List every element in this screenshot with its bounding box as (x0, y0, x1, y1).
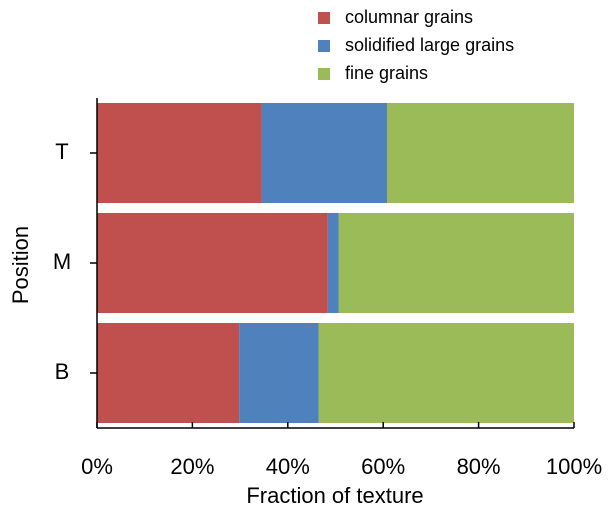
bar-segment (318, 323, 574, 423)
y-tick-label: B (55, 359, 70, 384)
bar-segment (97, 213, 328, 313)
bar-segment (387, 103, 574, 203)
x-tick-label: 20% (170, 454, 214, 479)
x-axis-title: Fraction of texture (246, 483, 423, 508)
bar-segment (239, 323, 319, 423)
bar-segment (338, 213, 574, 313)
y-tick-label: T (55, 139, 68, 164)
legend-swatch (318, 40, 330, 52)
bar-segment (97, 323, 240, 423)
legend-swatch (318, 68, 330, 80)
legend-swatch (318, 12, 330, 24)
x-tick-label: 80% (457, 454, 501, 479)
bar-segment (97, 103, 262, 203)
x-tick-label: 100% (546, 454, 602, 479)
bar-segment (327, 213, 339, 313)
legend-label: solidified large grains (345, 35, 514, 55)
bar-segment (261, 103, 388, 203)
legend-label: columnar grains (345, 7, 473, 27)
legend-label: fine grains (345, 63, 428, 83)
x-tick-label: 40% (266, 454, 310, 479)
y-tick-label: M (53, 249, 71, 274)
y-axis-title: Position (8, 226, 33, 304)
x-tick-label: 0% (81, 454, 113, 479)
x-tick-label: 60% (361, 454, 405, 479)
